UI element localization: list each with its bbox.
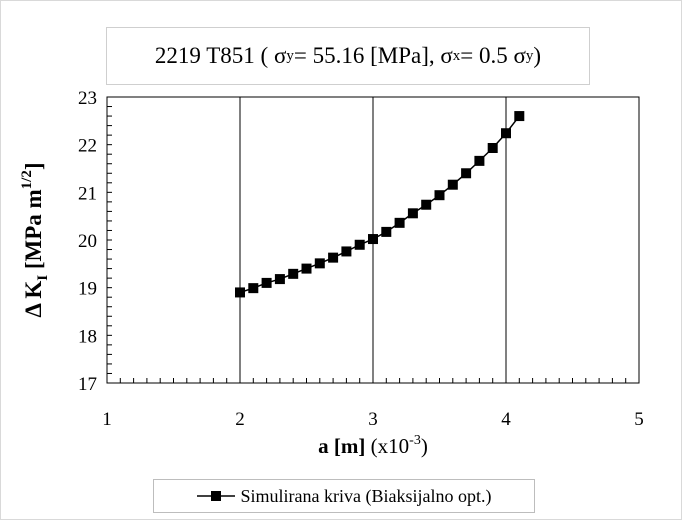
chart-legend: Simulirana kriva (Biaksijalno opt.) — [153, 479, 535, 513]
chart-title: 2219 T851 ( σ y = 55.16 [MPa], σ x = 0.5 σ y) — [106, 27, 590, 85]
y-tick-label: 22 — [78, 136, 97, 157]
legend-line-square-icon — [196, 491, 235, 501]
x-axis-label-close: ) — [421, 434, 428, 458]
y-tick-label: 21 — [78, 183, 97, 204]
data-point-marker — [235, 287, 245, 298]
title-sub-x: x — [452, 47, 461, 64]
data-point-marker — [248, 283, 259, 294]
x-tick-label: 4 — [501, 409, 511, 430]
data-point-marker — [314, 258, 325, 269]
data-point-marker — [394, 217, 405, 228]
data-point-marker — [447, 179, 458, 190]
data-point-marker — [421, 199, 432, 210]
data-point-marker — [514, 111, 525, 122]
x-tick-label: 5 — [634, 409, 644, 430]
data-point-marker — [301, 263, 312, 274]
x-axis-label-normal: (x10 — [365, 434, 409, 458]
data-point-marker — [328, 252, 339, 263]
title-mid1: = 55.16 [MPa], σ — [293, 43, 453, 68]
data-point-marker — [288, 268, 299, 279]
y-tick-label: 19 — [78, 279, 97, 300]
y-tick-label: 20 — [78, 231, 97, 252]
y-axis-label-prefix: Δ K — [21, 281, 46, 318]
y-axis-label-exponent: 1/2 — [19, 170, 35, 189]
data-point-marker — [261, 277, 272, 288]
data-point-marker — [501, 128, 511, 139]
data-point-marker — [434, 190, 445, 201]
data-point-marker — [474, 155, 485, 166]
y-tick-label: 17 — [78, 374, 97, 395]
data-point-marker — [461, 168, 472, 179]
series-layer — [235, 111, 525, 298]
x-tick-label: 3 — [368, 409, 378, 430]
data-point-marker — [341, 246, 352, 257]
data-point-marker — [487, 143, 498, 154]
title-prefix: 2219 T851 ( σ — [154, 43, 287, 68]
data-point-marker — [381, 226, 392, 237]
y-axis-label-subscript: I — [35, 275, 51, 281]
series-line — [239, 115, 520, 294]
legend-series-label: Simulirana kriva (Biaksijalno opt.) — [240, 485, 492, 506]
x-tick-label: 2 — [235, 409, 245, 430]
y-tick-label: 18 — [78, 326, 97, 347]
title-sub-y1: y — [286, 47, 294, 64]
y-axis-label-units: [MPa m — [21, 189, 46, 275]
x-axis-label-bold: a [m] — [318, 434, 365, 458]
y-axis-label-close: ] — [21, 162, 46, 170]
data-point-marker — [354, 239, 365, 250]
x-tick-label: 1 — [102, 409, 112, 430]
x-axis-label: a [m] (x10-3) — [318, 433, 428, 458]
title-mid2: = 0.5 σ — [460, 43, 526, 68]
data-point-marker — [274, 274, 285, 285]
x-axis-label-exponent: -3 — [409, 433, 421, 448]
data-point-marker — [368, 234, 378, 245]
y-tick-label: 23 — [78, 88, 97, 109]
title-sub-y2: y — [525, 47, 534, 64]
title-suffix: ) — [533, 43, 542, 68]
y-axis-label: Δ KI [MPa m1/2] — [19, 162, 51, 317]
data-point-marker — [407, 208, 418, 219]
minor-ticks — [106, 96, 640, 384]
